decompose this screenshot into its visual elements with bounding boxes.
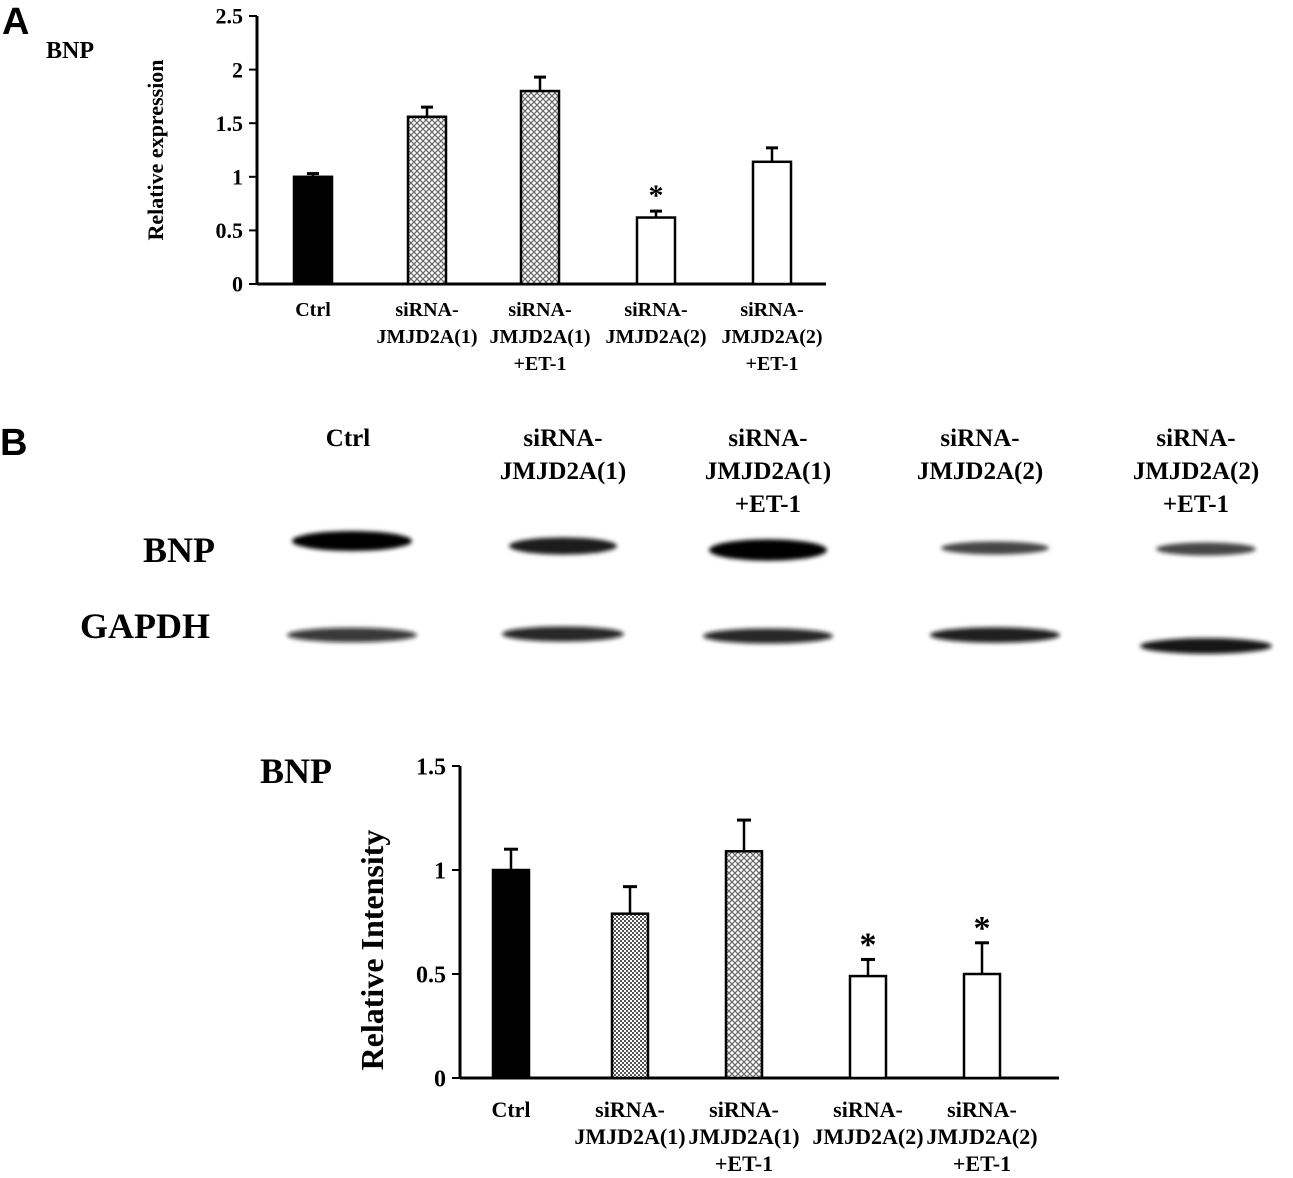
x-category-label: +ET-1 (953, 1151, 1011, 1176)
x-category-label: siRNA- (833, 1097, 903, 1122)
bar (751, 160, 793, 286)
blot-lane-label: +ET-1 (1163, 491, 1229, 518)
blot-lane-label: siRNA- (1156, 425, 1235, 452)
x-category-label: JMJD2A(1) (489, 326, 590, 348)
blot-band-gapdh (287, 627, 417, 643)
x-category-label: siRNA- (508, 299, 571, 321)
bar (848, 974, 888, 1080)
y-tick-label: 2 (232, 57, 243, 82)
y-tick-label: 0 (232, 272, 243, 297)
blot-band-bnp (941, 541, 1049, 555)
y-tick-label: 2.5 (216, 4, 244, 29)
x-category-label: +ET-1 (514, 353, 567, 375)
y-tick-label: 1 (434, 858, 446, 884)
blot-band-gapdh (703, 628, 833, 644)
blot-row-label-gapdh: GAPDH (80, 606, 210, 646)
bar (491, 868, 531, 1080)
x-category-label: JMJD2A(2) (926, 1124, 1037, 1149)
x-category-label: Ctrl (295, 299, 331, 321)
y-tick-label: 1 (232, 165, 243, 190)
bar (724, 850, 764, 1080)
blot-lane-label: siRNA- (728, 425, 807, 452)
x-category-label: JMJD2A(1) (574, 1124, 685, 1149)
y-tick-label: 0.5 (416, 962, 446, 988)
panel-label-b: B (0, 422, 27, 464)
chart-b-ylabel: Relative Intensity (354, 830, 390, 1071)
blot-lane-label: +ET-1 (735, 491, 801, 518)
blot-lane-label: JMJD2A(2) (917, 458, 1043, 485)
y-tick-label: 1.5 (416, 754, 446, 780)
panel-label-a: A (2, 1, 29, 43)
blot-lane-label: siRNA- (523, 425, 602, 452)
blot-lane-label: Ctrl (326, 425, 370, 452)
y-tick-label: 0.5 (216, 218, 244, 243)
blot-lane-label: JMJD2A(1) (500, 458, 626, 485)
blot-lane-label: siRNA- (940, 425, 1019, 452)
y-tick-label: 0 (434, 1066, 446, 1092)
blot-row-label-bnp: BNP (143, 530, 215, 570)
chart-a-ylabel: Relative expression (143, 59, 168, 240)
x-category-label: siRNA- (595, 1097, 665, 1122)
blot-lane-label: JMJD2A(1) (705, 458, 831, 485)
blot-lane-label: JMJD2A(2) (1133, 458, 1259, 485)
western-blot: Ctrl siRNA- JMJD2A(1) siRNA- JMJD2A(1) +ET-1 s… (80, 425, 1272, 654)
x-category-label: siRNA- (740, 299, 803, 321)
x-category-label: siRNA- (709, 1097, 779, 1122)
x-category-label: siRNA- (624, 299, 687, 321)
x-category-label: +ET-1 (746, 353, 799, 375)
bar (292, 175, 334, 286)
x-category-label: JMJD2A(1) (376, 326, 477, 348)
chart-b-title: BNP (260, 751, 332, 791)
significance-marker: * (974, 910, 991, 947)
blot-band-bnp (709, 539, 827, 561)
x-category-label: JMJD2A(2) (721, 326, 822, 348)
significance-marker: * (860, 926, 877, 963)
x-category-label: JMJD2A(1) (688, 1124, 799, 1149)
blot-band-gapdh (502, 626, 624, 642)
blot-band-gapdh (930, 627, 1060, 643)
blot-band-bnp (1156, 542, 1256, 556)
bar (519, 89, 561, 286)
bar (610, 912, 650, 1080)
chart-a-title: BNP (46, 38, 94, 64)
bar (962, 972, 1002, 1080)
chart-a: BNP Relative expression 0 0.5 1 1.5 2 2.5 Ctrl… (46, 4, 826, 375)
x-category-label: +ET-1 (715, 1151, 773, 1176)
bar (635, 216, 677, 286)
blot-band-bnp (292, 531, 412, 551)
x-category-label: siRNA- (395, 299, 458, 321)
significance-marker: * (649, 179, 664, 212)
chart-b: BNP Relative Intensity 0 0.5 1 1.5 Ctrl siRNA… (260, 751, 1059, 1176)
blot-band-bnp (509, 537, 617, 555)
x-category-label: siRNA- (947, 1097, 1017, 1122)
bar (406, 115, 448, 286)
x-category-label: Ctrl (491, 1097, 530, 1122)
blot-band-gapdh (1140, 638, 1272, 654)
x-category-label: JMJD2A(2) (605, 326, 706, 348)
y-tick-label: 1.5 (216, 111, 244, 136)
x-category-label: JMJD2A(2) (812, 1124, 923, 1149)
